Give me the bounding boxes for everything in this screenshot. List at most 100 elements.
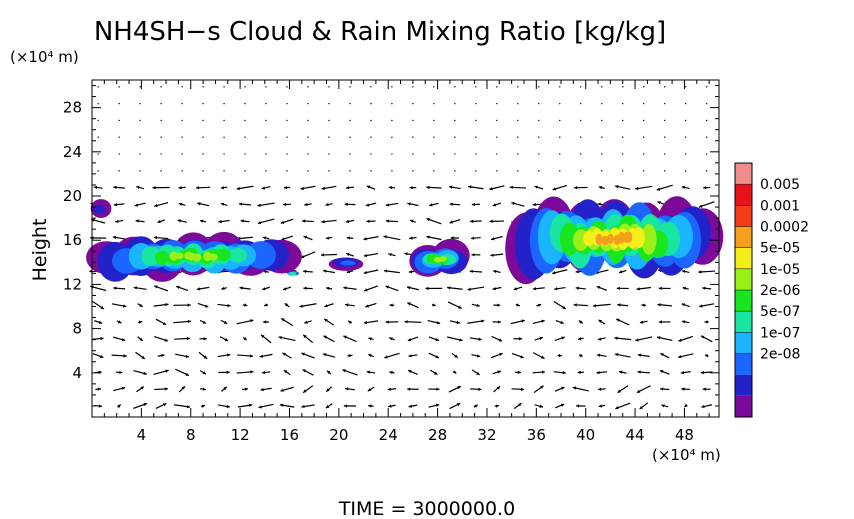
- wind-vector-head: [539, 404, 543, 408]
- wind-vector-head: [283, 370, 288, 374]
- vector-dot: [349, 102, 351, 105]
- colorbar-swatch: [735, 353, 752, 375]
- wind-vector-head: [262, 287, 266, 291]
- wind-vector-head: [365, 304, 369, 308]
- vector-dot: [181, 119, 183, 122]
- wind-vector-head: [481, 319, 485, 323]
- wind-vector-head: [366, 185, 371, 189]
- wind-vector-head: [616, 286, 620, 291]
- vector-dot: [601, 102, 603, 105]
- wind-vector-head: [520, 387, 525, 392]
- wind-vector-head: [187, 319, 191, 324]
- wind-vector-head: [426, 185, 430, 190]
- wind-vector-head: [701, 404, 705, 409]
- wind-vector-head: [279, 403, 284, 407]
- vector-dot: [684, 102, 687, 105]
- wind-vector-head: [637, 370, 641, 374]
- vector-dot: [433, 170, 435, 172]
- wind-vector-head: [135, 219, 139, 223]
- wind-vector-head: [560, 403, 565, 407]
- wind-vector-head: [368, 354, 372, 358]
- vector-dot: [181, 102, 183, 105]
- x-tick-label: 40: [576, 426, 595, 444]
- vector-dot: [307, 153, 309, 155]
- wind-vector-head: [201, 404, 206, 408]
- wind-vector-head: [660, 387, 664, 391]
- wind-vector-head: [491, 237, 495, 241]
- wind-vector-head: [263, 320, 267, 324]
- vector-dot: [265, 86, 267, 88]
- wind-vector-head: [283, 185, 288, 190]
- wind-vector-head: [406, 286, 411, 290]
- x-tick-label: 48: [675, 426, 694, 444]
- vector-dot: [663, 136, 666, 138]
- vector-dot: [202, 136, 204, 138]
- wind-vector-head: [456, 403, 461, 407]
- wind-vector-head: [388, 404, 392, 408]
- wind-vector-head: [476, 303, 480, 308]
- cloud-contour: [340, 260, 356, 266]
- vector-dot: [475, 136, 477, 138]
- wind-vector-head: [345, 219, 350, 224]
- vector-dot: [663, 119, 666, 122]
- wind-vector-head: [700, 370, 705, 375]
- vector-dot: [496, 102, 498, 105]
- wind-vector-head: [300, 186, 304, 191]
- vector-dot: [705, 102, 708, 105]
- vector-dot: [202, 119, 204, 122]
- wind-vector-head: [678, 338, 682, 342]
- wind-vector-head: [227, 353, 231, 357]
- wind-vector-head: [699, 304, 703, 308]
- wind-vector-head: [162, 321, 167, 325]
- vector-dot: [622, 102, 624, 105]
- wind-vector-head: [681, 185, 686, 190]
- vector-field: [89, 86, 716, 410]
- cloud-contour: [633, 227, 645, 248]
- wind-vector-head: [261, 334, 265, 339]
- wind-vector-head: [257, 220, 262, 225]
- wind-vector-head: [301, 352, 305, 356]
- vector-dot: [370, 119, 372, 122]
- vector-dot: [643, 86, 645, 88]
- wind-vector-head: [240, 219, 244, 223]
- vector-dot: [705, 170, 708, 172]
- wind-vector-head: [471, 236, 475, 240]
- vector-dot: [517, 119, 519, 122]
- vector-dot: [705, 119, 708, 122]
- vector-dot: [202, 170, 204, 172]
- vector-dot: [454, 170, 456, 172]
- vector-dot: [517, 153, 519, 155]
- vector-dot: [517, 102, 519, 105]
- wind-vector-head: [637, 353, 642, 357]
- wind-vector-head: [112, 235, 117, 240]
- vector-dot: [265, 119, 267, 122]
- wind-vector-head: [575, 286, 579, 290]
- vector-dot: [286, 102, 288, 105]
- wind-vector-head: [449, 220, 453, 224]
- wind-vector-head: [537, 303, 542, 307]
- wind-vector-head: [367, 388, 372, 392]
- wind-vector-head: [576, 404, 580, 408]
- wind-vector-head: [489, 187, 493, 191]
- wind-vector-head: [575, 270, 579, 274]
- vector-dot: [160, 136, 162, 138]
- vector-dot: [663, 86, 666, 88]
- cloud-contour: [216, 248, 231, 262]
- vector-dot: [391, 153, 393, 155]
- wind-vector-head: [639, 320, 644, 324]
- wind-vector-head: [698, 270, 702, 274]
- wind-vector-head: [698, 204, 703, 208]
- wind-vector-head: [363, 270, 368, 275]
- wind-vector-head: [407, 302, 411, 306]
- vector-dot: [328, 119, 330, 122]
- wind-vector-head: [161, 353, 165, 358]
- colorbar-swatch: [735, 374, 752, 396]
- vector-dot: [580, 119, 582, 122]
- wind-vector-head: [368, 404, 372, 408]
- colorbar-swatch: [735, 395, 752, 417]
- colorbar-label: 5e-05: [760, 241, 800, 257]
- wind-vector-head: [597, 337, 602, 341]
- x-unit-label: (×10⁴ m): [652, 446, 721, 464]
- vector-dot: [265, 170, 267, 172]
